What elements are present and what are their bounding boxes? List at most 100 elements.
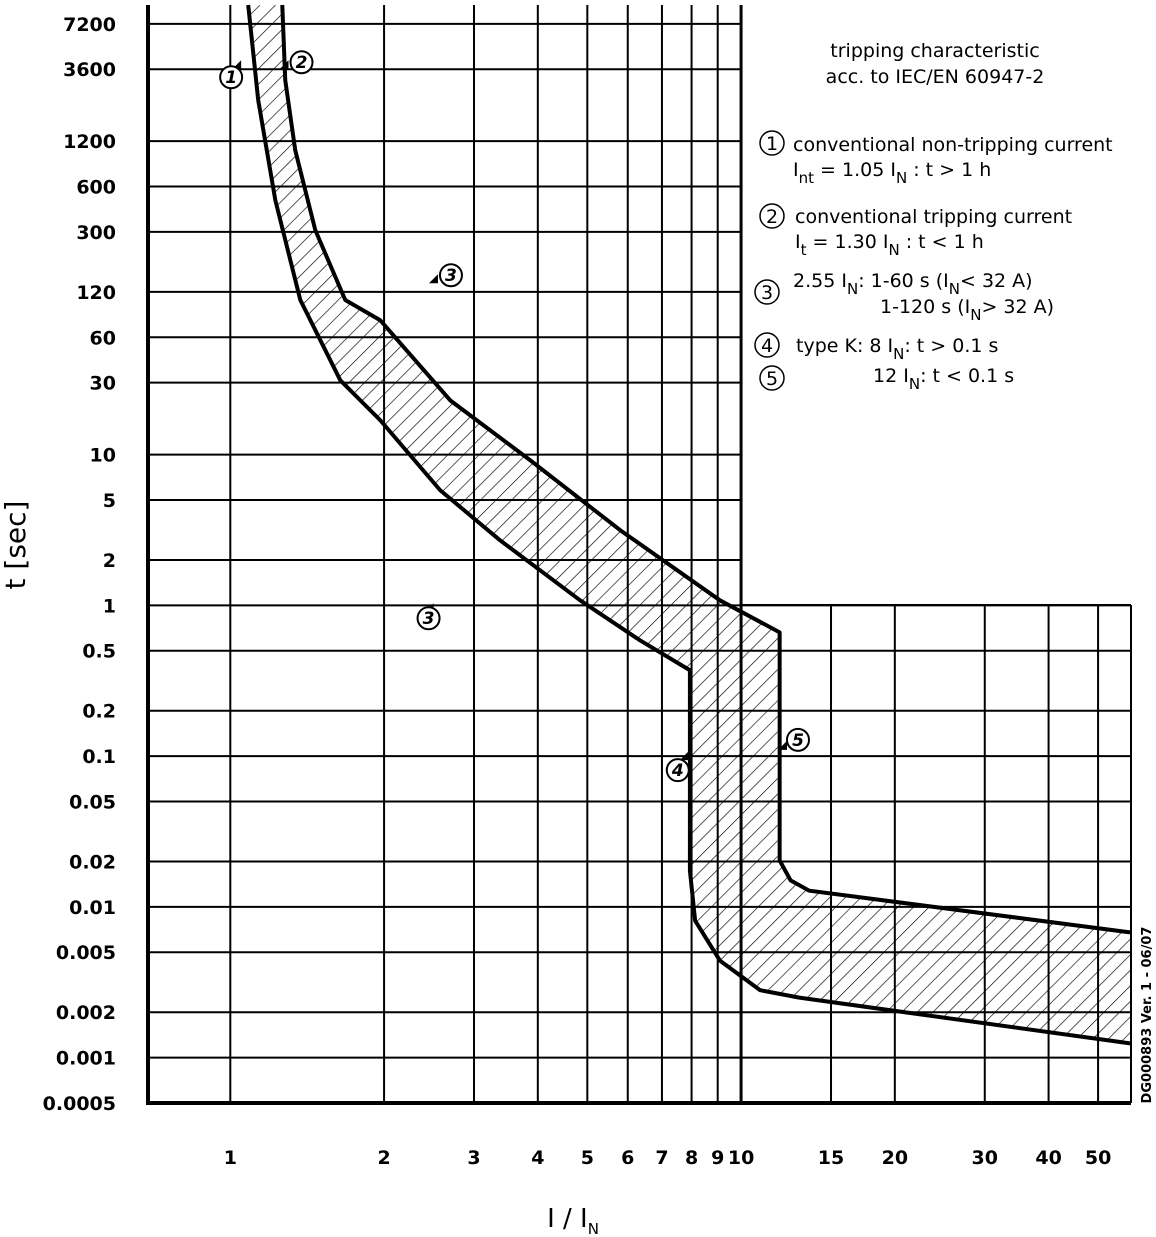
legend-circle: [754, 279, 780, 305]
legend-number: 4: [761, 335, 773, 357]
side-note: DG000893 Ver. 1 - 06/07: [1140, 927, 1155, 1104]
subscript: N: [893, 345, 904, 363]
x-axis-label: I / IN: [547, 1204, 599, 1237]
y-tick-label: 600: [76, 177, 116, 199]
text-segment: < 32 A): [960, 270, 1033, 292]
annotation-circle: [665, 758, 690, 783]
annotation-circle: [416, 606, 441, 631]
legend-text: It = 1.30 IN : t < 1 h: [795, 231, 984, 259]
text-segment: 2.55 I: [793, 270, 847, 292]
y-tick-label: 300: [76, 222, 116, 244]
annotation-circle: [785, 727, 810, 752]
legend-number: 3: [761, 282, 773, 304]
annotation-circle: [219, 65, 244, 90]
text-segment: I: [795, 231, 801, 253]
text-segment: = 1.30 I: [807, 231, 889, 253]
legend-number: 5: [766, 368, 778, 390]
x-tick-label: 15: [818, 1147, 844, 1169]
subscript: N: [888, 241, 899, 259]
legend-circle: [759, 365, 785, 391]
text-segment: : t > 0.1 s: [904, 335, 998, 357]
y-tick-label: 0.002: [56, 1002, 116, 1024]
text-segment: 12 I: [873, 365, 909, 387]
x-tick-label: 30: [972, 1147, 998, 1169]
text-segment: = 1.05 I: [814, 159, 896, 181]
y-tick-label: 0.05: [69, 791, 116, 813]
x-tick-label: 9: [711, 1147, 724, 1169]
x-tick-label: 10: [728, 1147, 754, 1169]
annotation-label: 2: [296, 53, 308, 73]
annotation-marker: [428, 274, 438, 284]
y-tick-label: 0.1: [82, 746, 116, 768]
band-boundary: [280, 4, 1132, 935]
x-tick-label: 5: [581, 1147, 594, 1169]
annotation-marker: [679, 751, 689, 761]
x-tick-label: 3: [467, 1147, 480, 1169]
y-tick-label: 2: [103, 550, 116, 572]
text-segment: I: [793, 159, 799, 181]
y-tick-label: 1200: [63, 131, 116, 153]
annotation-circle: [438, 263, 463, 288]
legend-circle: [754, 332, 780, 358]
text-segment: conventional non-tripping current: [793, 134, 1113, 156]
x-tick-label: 40: [1035, 1147, 1061, 1169]
subscript: N: [896, 169, 907, 187]
subscript: N: [949, 280, 960, 298]
y-tick-label: 0.5: [82, 641, 116, 663]
subscript: N: [909, 375, 920, 393]
annotation-label: 5: [792, 731, 804, 751]
legend-text: 2.55 IN: 1-60 s (IN< 32 A): [793, 270, 1033, 298]
x-tick-label: 20: [882, 1147, 908, 1169]
text-segment: I / I: [547, 1204, 588, 1234]
band-fill: [248, 5, 1132, 1044]
x-tick-label: 7: [655, 1147, 668, 1169]
annotation-label: 4: [671, 761, 684, 781]
legend-circle: [759, 203, 785, 229]
annotation-label: 3: [445, 266, 457, 286]
text-segment: : t < 1 h: [900, 231, 984, 253]
y-tick-label: 3600: [63, 59, 116, 81]
x-tick-label: 50: [1085, 1147, 1111, 1169]
y-tick-label: 120: [76, 282, 116, 304]
x-tick-label: 1: [224, 1147, 237, 1169]
band-boundary: [246, 4, 1132, 1046]
x-tick-label: 2: [377, 1147, 390, 1169]
y-tick-label: 0.01: [69, 897, 116, 919]
y-tick-label: 0.0005: [43, 1093, 116, 1115]
text-segment: type K: 8 I: [796, 335, 893, 357]
y-tick-label: 10: [90, 445, 116, 467]
legend-number: 1: [766, 133, 778, 155]
y-tick-label: 5: [103, 490, 116, 512]
annotation-marker: [279, 60, 289, 70]
subscript: t: [801, 241, 807, 259]
legend-text: conventional tripping current: [795, 206, 1072, 228]
subscript: nt: [799, 169, 815, 187]
text-segment: : t > 1 h: [907, 159, 991, 181]
text-segment: 1-120 s (I: [880, 296, 970, 318]
legend-number: 2: [766, 206, 778, 228]
annotation-circle: [289, 50, 314, 75]
x-tick-label: 8: [685, 1147, 698, 1169]
subscript: N: [847, 280, 858, 298]
x-tick-label: 6: [621, 1147, 634, 1169]
annotation-label: 3: [423, 609, 435, 629]
y-tick-label: 0.02: [69, 851, 116, 873]
text-segment: > 32 A): [981, 296, 1054, 318]
legend-text: type K: 8 IN: t > 0.1 s: [796, 335, 998, 363]
text-segment: : 1-60 s (I: [858, 270, 949, 292]
annotation-label: 1: [225, 68, 237, 88]
subscript: N: [588, 1220, 599, 1237]
y-tick-label: 0.2: [82, 701, 116, 723]
y-tick-label: 60: [90, 327, 116, 349]
chart-title: acc. to IEC/EN 60947-2: [826, 66, 1045, 88]
x-tick-label: 4: [531, 1147, 544, 1169]
text-segment: : t < 0.1 s: [920, 365, 1014, 387]
y-axis-label: t [sec]: [0, 501, 32, 590]
chart-title: tripping characteristic: [830, 40, 1039, 62]
legend-text: Int = 1.05 IN : t > 1 h: [793, 159, 991, 187]
y-tick-label: 0.005: [56, 942, 116, 964]
legend-circle: [759, 130, 785, 156]
legend-text: 1-120 s (IN> 32 A): [880, 296, 1054, 324]
y-tick-label: 30: [90, 373, 116, 395]
